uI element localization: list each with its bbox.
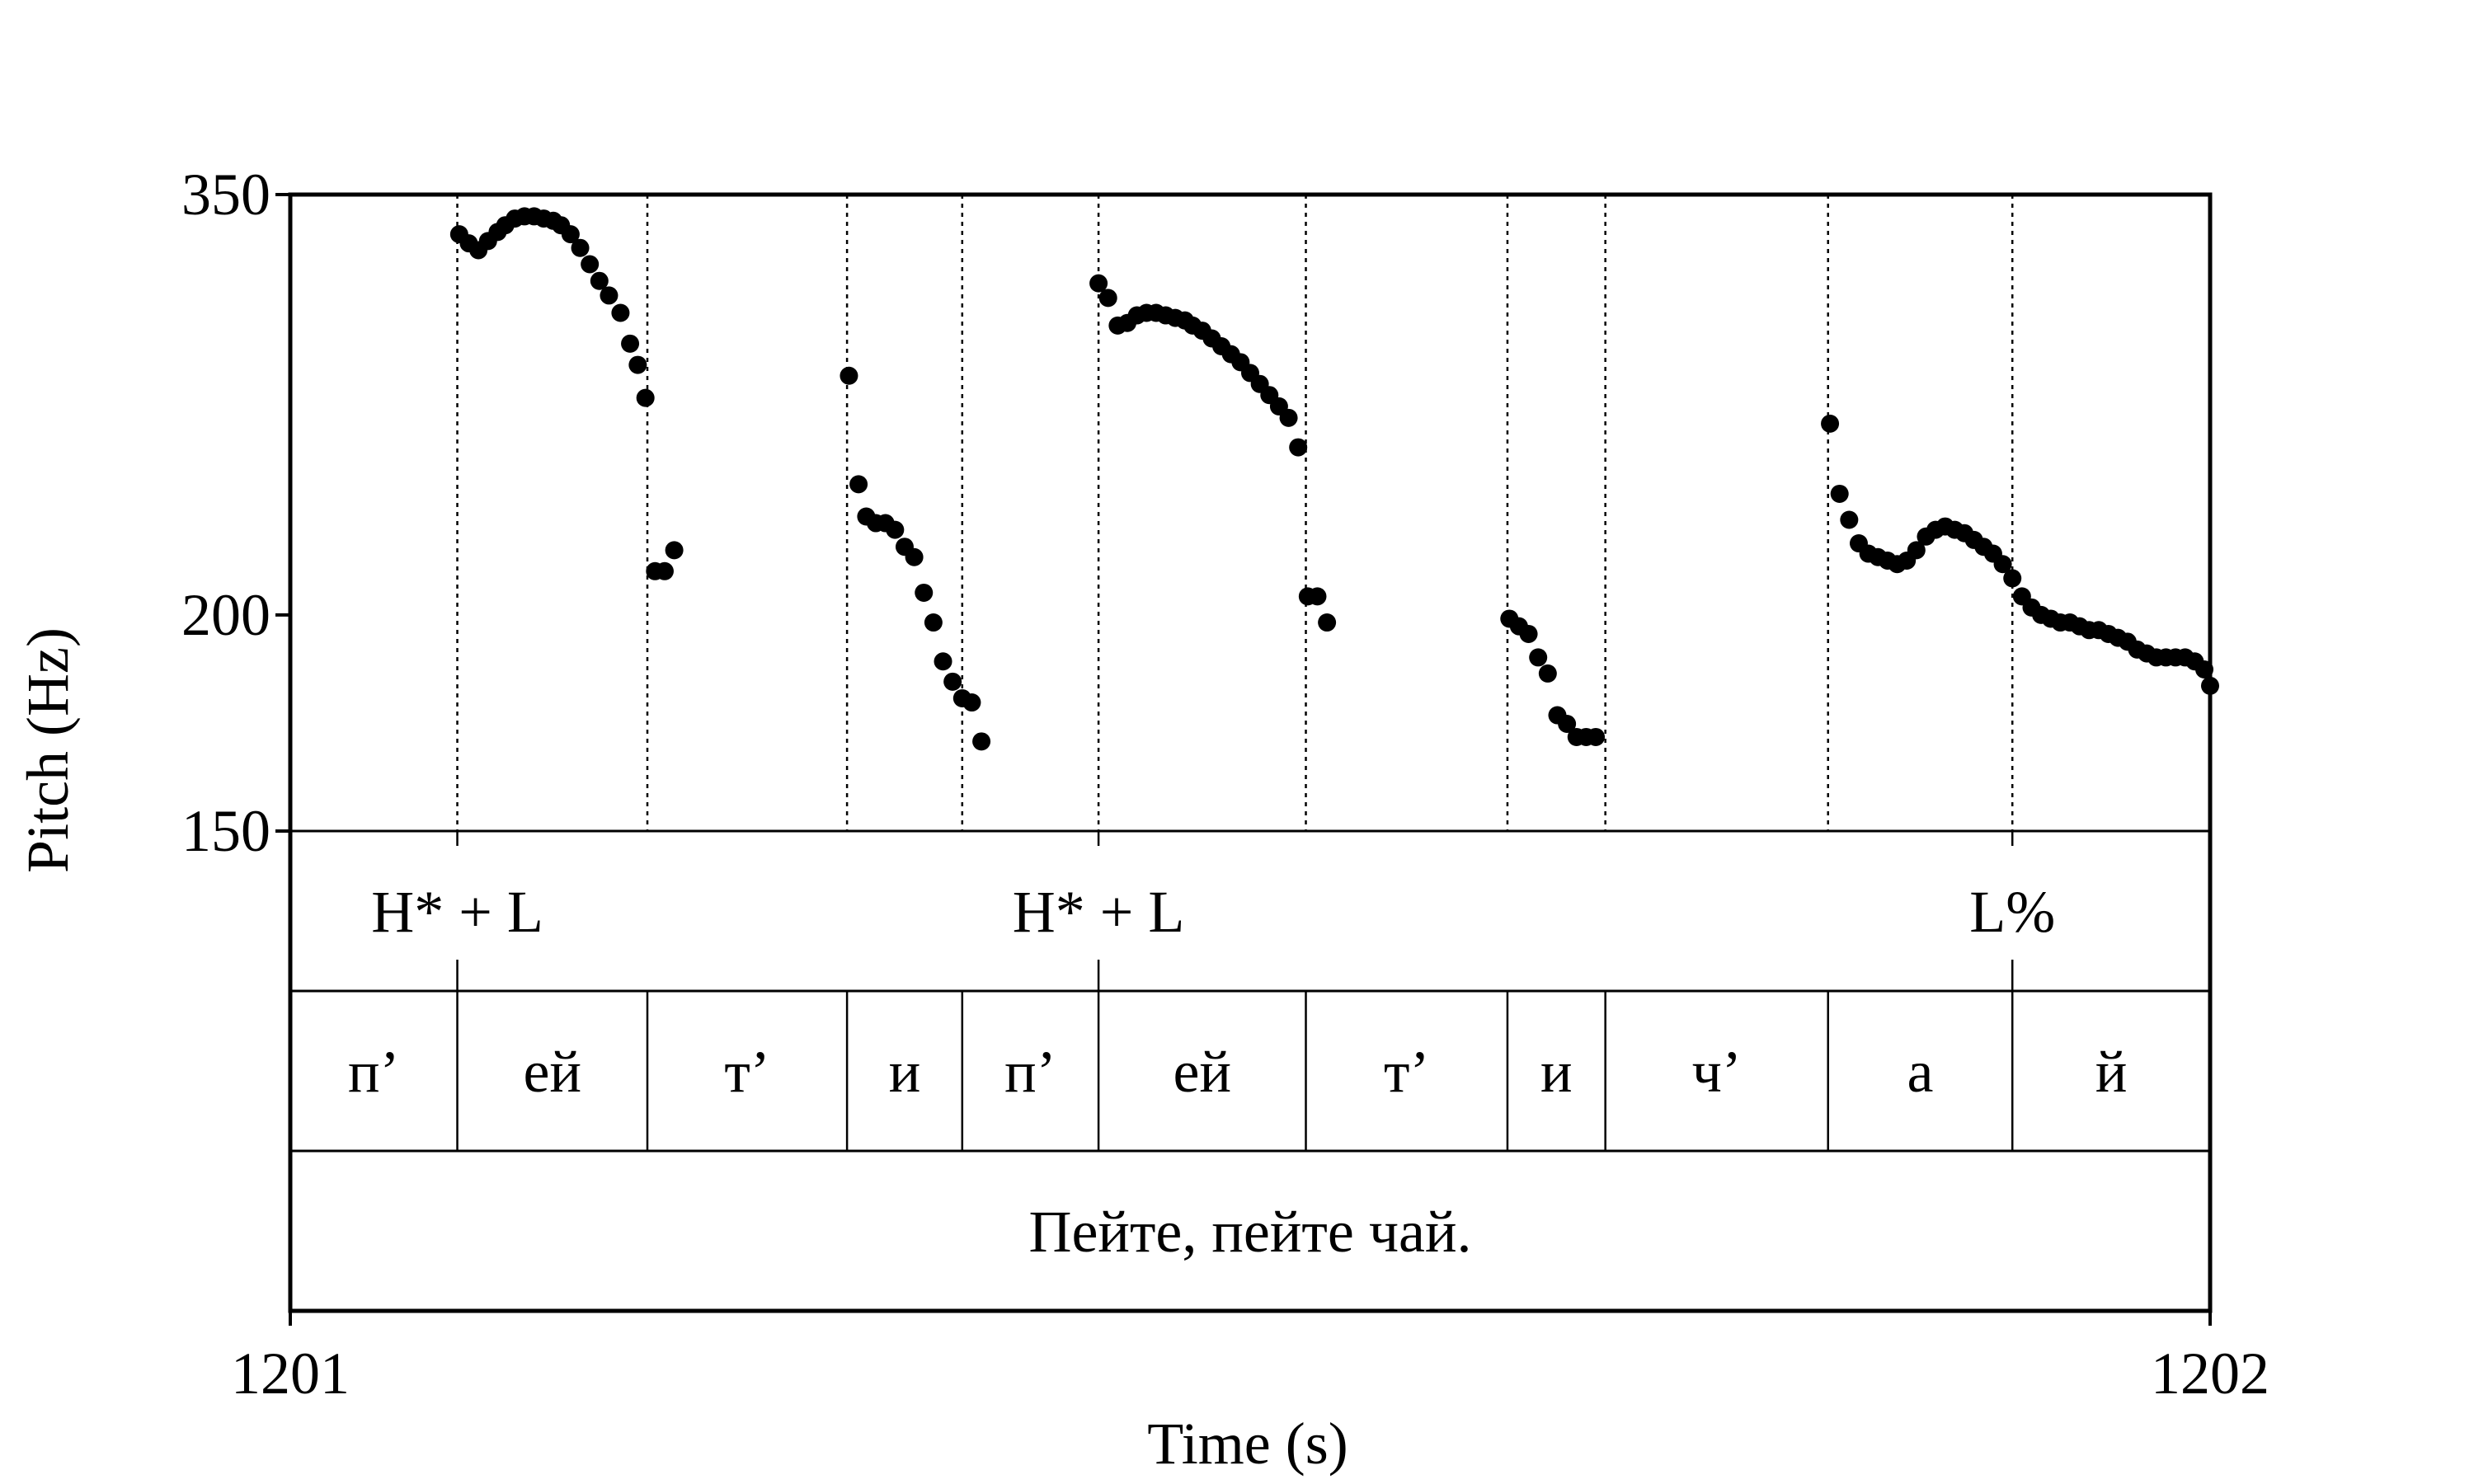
pitch-point <box>561 225 580 244</box>
segment-label: и <box>889 1039 921 1105</box>
annotation-tiers: H* + L H* + L L% п’ ей т’ и п’ ей т’ и ч’ а й Пейте, п… <box>348 879 2127 1265</box>
segment-label: и <box>1540 1039 1573 1105</box>
pitch-point <box>1529 648 1548 667</box>
tone-label: H* + L <box>371 879 543 945</box>
pitch-point <box>1089 274 1108 293</box>
x-axis-label: Time (s) <box>1147 1411 1348 1477</box>
pitch-point <box>924 613 943 632</box>
pitch-point <box>628 355 647 374</box>
segment-label: т’ <box>724 1039 769 1105</box>
segment-label: п’ <box>348 1039 400 1105</box>
pitch-point <box>1538 664 1557 683</box>
y-tick-label: 350 <box>181 162 270 228</box>
pitch-point <box>571 238 590 257</box>
pitch-point <box>621 334 640 353</box>
segment-label: т’ <box>1384 1039 1429 1105</box>
pitch-point <box>972 732 991 751</box>
pitch-point <box>886 520 905 539</box>
pitch-point <box>1993 555 2012 574</box>
x-tick-label: 1202 <box>2151 1341 2269 1407</box>
segment-label: п’ <box>1004 1039 1056 1105</box>
y-axis-ticks: 150 200 350 <box>181 162 290 864</box>
pitch-point <box>962 693 981 712</box>
pitch-points <box>449 207 2219 751</box>
pitch-point <box>2201 676 2219 695</box>
segment-label: й <box>2095 1039 2128 1105</box>
segment-label: ч’ <box>1692 1039 1742 1105</box>
pitch-point <box>905 547 924 566</box>
pitch-point <box>636 388 655 407</box>
pitch-point <box>581 255 600 274</box>
y-axis-label: Pitch (Hz) <box>15 627 81 873</box>
pitch-point <box>943 672 962 691</box>
pitch-point <box>590 271 609 290</box>
x-axis-ticks: 1201 1202 <box>231 1311 2269 1407</box>
chart-frame <box>288 192 2213 1313</box>
pitch-point <box>1098 289 1117 308</box>
pitch-point <box>1821 414 1840 433</box>
pitch-point <box>655 561 674 580</box>
pitch-point <box>934 652 952 671</box>
segment-label: ей <box>1174 1039 1232 1105</box>
pitch-point <box>665 541 684 560</box>
pitch-point <box>1558 715 1577 734</box>
pitch-point <box>1840 510 1859 529</box>
pitch-point <box>1289 438 1308 457</box>
pitch-point <box>915 583 934 602</box>
pitch-point <box>1279 408 1298 427</box>
outer-frame <box>288 192 2213 1313</box>
boundary-guides <box>456 195 2014 1151</box>
y-tick-label: 200 <box>181 582 270 648</box>
segment-label: а <box>1907 1039 1933 1105</box>
pitch-point <box>1830 484 1849 503</box>
pitch-point <box>600 286 618 305</box>
pitch-point <box>1907 541 1926 560</box>
tone-label: L% <box>1969 879 2055 945</box>
pitch-point <box>840 366 858 385</box>
pitch-point <box>1308 587 1327 606</box>
pitch-point <box>2003 569 2022 588</box>
x-tick-label: 1201 <box>231 1341 350 1407</box>
pitch-point <box>2195 660 2214 679</box>
pitch-point <box>1587 727 1606 746</box>
pitch-point <box>611 303 630 322</box>
y-tick-label: 150 <box>181 798 270 864</box>
pitch-point <box>1519 624 1538 643</box>
pitch-point <box>849 475 868 494</box>
tone-label: H* + L <box>1013 879 1185 945</box>
utterance-label: Пейте, пейте чай. <box>1028 1199 1471 1265</box>
pitch-point <box>1318 613 1337 632</box>
segment-label: ей <box>524 1039 582 1105</box>
